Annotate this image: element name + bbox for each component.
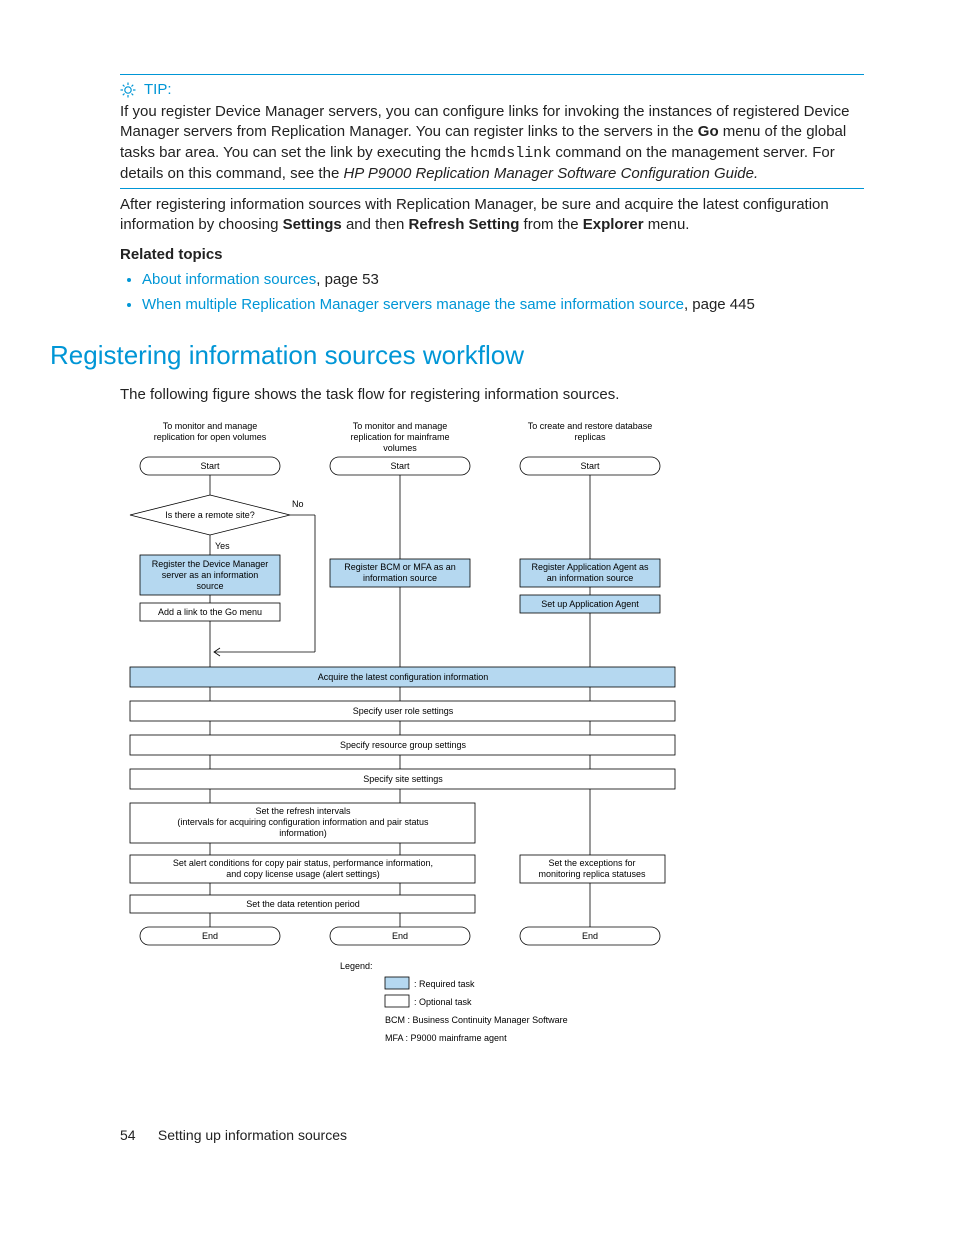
lightbulb-icon	[120, 82, 136, 98]
tip-label: TIP:	[144, 81, 172, 98]
about-info-sources-link[interactable]: About information sources	[142, 271, 316, 288]
page-container: TIP: If you register Device Manager serv…	[0, 0, 954, 1183]
yes-label: Yes	[215, 541, 230, 551]
end-1-label: End	[202, 931, 218, 941]
go-menu: Go	[698, 123, 719, 140]
related-item-2-page: , page 445	[684, 296, 755, 313]
tip-paragraph: If you register Device Manager servers, …	[120, 102, 864, 184]
col3-title-1: To create and restore database	[528, 421, 653, 431]
col2-title-2: replication for mainframe	[350, 432, 449, 442]
alert-l1: Set alert conditions for copy pair statu…	[173, 858, 433, 868]
reg-app-l2: an information source	[547, 573, 634, 583]
legend-optional-swatch	[385, 995, 409, 1007]
legend-required: : Required task	[414, 979, 475, 989]
reg-app-l1: Register Application Agent as	[531, 562, 649, 572]
col2-title-1: To monitor and manage	[353, 421, 448, 431]
col3-title-2: replicas	[574, 432, 606, 442]
col1-title-1: To monitor and manage	[163, 421, 258, 431]
col2-title-3: volumes	[383, 443, 417, 453]
retention-label: Set the data retention period	[246, 899, 360, 909]
except-l1: Set the exceptions for	[548, 858, 635, 868]
refresh-l1: Set the refresh intervals	[255, 806, 351, 816]
section-heading: Registering information sources workflow	[50, 340, 864, 371]
refresh-setting-label: Refresh Setting	[409, 216, 520, 233]
acquire-label: Acquire the latest configuration informa…	[318, 672, 489, 682]
resource-group-label: Specify resource group settings	[340, 740, 467, 750]
decision-label: Is there a remote site?	[165, 510, 255, 520]
tip-callout: TIP: If you register Device Manager serv…	[120, 74, 864, 189]
legend-label: Legend:	[340, 961, 373, 971]
workflow-figure: To monitor and manage replication for op…	[120, 417, 760, 1057]
reg-dvm-l1: Register the Device Manager	[152, 559, 269, 569]
refresh-l3: information)	[279, 828, 327, 838]
after-register-paragraph: After registering information sources wi…	[120, 195, 864, 236]
settings-label: Settings	[283, 216, 342, 233]
setup-app-label: Set up Application Agent	[541, 599, 639, 609]
command-name: hcmdslink	[470, 145, 551, 162]
page-number: 54	[120, 1127, 154, 1143]
reg-bcm-l2: information source	[363, 573, 437, 583]
related-item-1-page: , page 53	[316, 271, 379, 288]
end-2-label: End	[392, 931, 408, 941]
legend-mfa: MFA : P9000 mainframe agent	[385, 1033, 507, 1043]
except-l2: monitoring replica statuses	[538, 869, 646, 879]
after-text-2: and then	[342, 216, 409, 233]
section-intro: The following figure shows the task flow…	[120, 386, 864, 403]
alert-l2: and copy license usage (alert settings)	[226, 869, 380, 879]
reg-dvm-l2: server as an information	[162, 570, 259, 580]
refresh-l2: (intervals for acquiring configuration i…	[177, 817, 429, 827]
add-golink-label: Add a link to the Go menu	[158, 607, 262, 617]
divider-bottom	[120, 188, 864, 189]
related-topics-list: About information sources, page 53 When …	[120, 267, 864, 318]
legend-optional: : Optional task	[414, 997, 472, 1007]
col1-title-2: replication for open volumes	[154, 432, 267, 442]
no-label: No	[292, 499, 304, 509]
page-footer: 54 Setting up information sources	[120, 1127, 864, 1143]
related-item-1: About information sources, page 53	[142, 267, 864, 293]
related-topics-heading: Related topics	[120, 246, 864, 263]
footer-title: Setting up information sources	[158, 1127, 347, 1143]
user-role-label: Specify user role settings	[353, 706, 454, 716]
after-text-3: from the	[519, 216, 582, 233]
start-3-label: Start	[580, 461, 600, 471]
related-item-2: When multiple Replication Manager server…	[142, 292, 864, 318]
divider-top	[120, 74, 864, 75]
tip-header-row: TIP:	[120, 81, 864, 98]
reg-dvm-l3: source	[196, 581, 223, 591]
multiple-rm-servers-link[interactable]: When multiple Replication Manager server…	[142, 296, 684, 313]
explorer-label: Explorer	[583, 216, 644, 233]
after-text-4: menu.	[644, 216, 690, 233]
end-3-label: End	[582, 931, 598, 941]
reg-bcm-l1: Register BCM or MFA as an	[344, 562, 456, 572]
guide-title: HP P9000 Replication Manager Software Co…	[343, 165, 758, 182]
site-settings-label: Specify site settings	[363, 774, 443, 784]
legend-required-swatch	[385, 977, 409, 989]
start-1-label: Start	[200, 461, 220, 471]
start-2-label: Start	[390, 461, 410, 471]
legend-bcm: BCM : Business Continuity Manager Softwa…	[385, 1015, 568, 1025]
